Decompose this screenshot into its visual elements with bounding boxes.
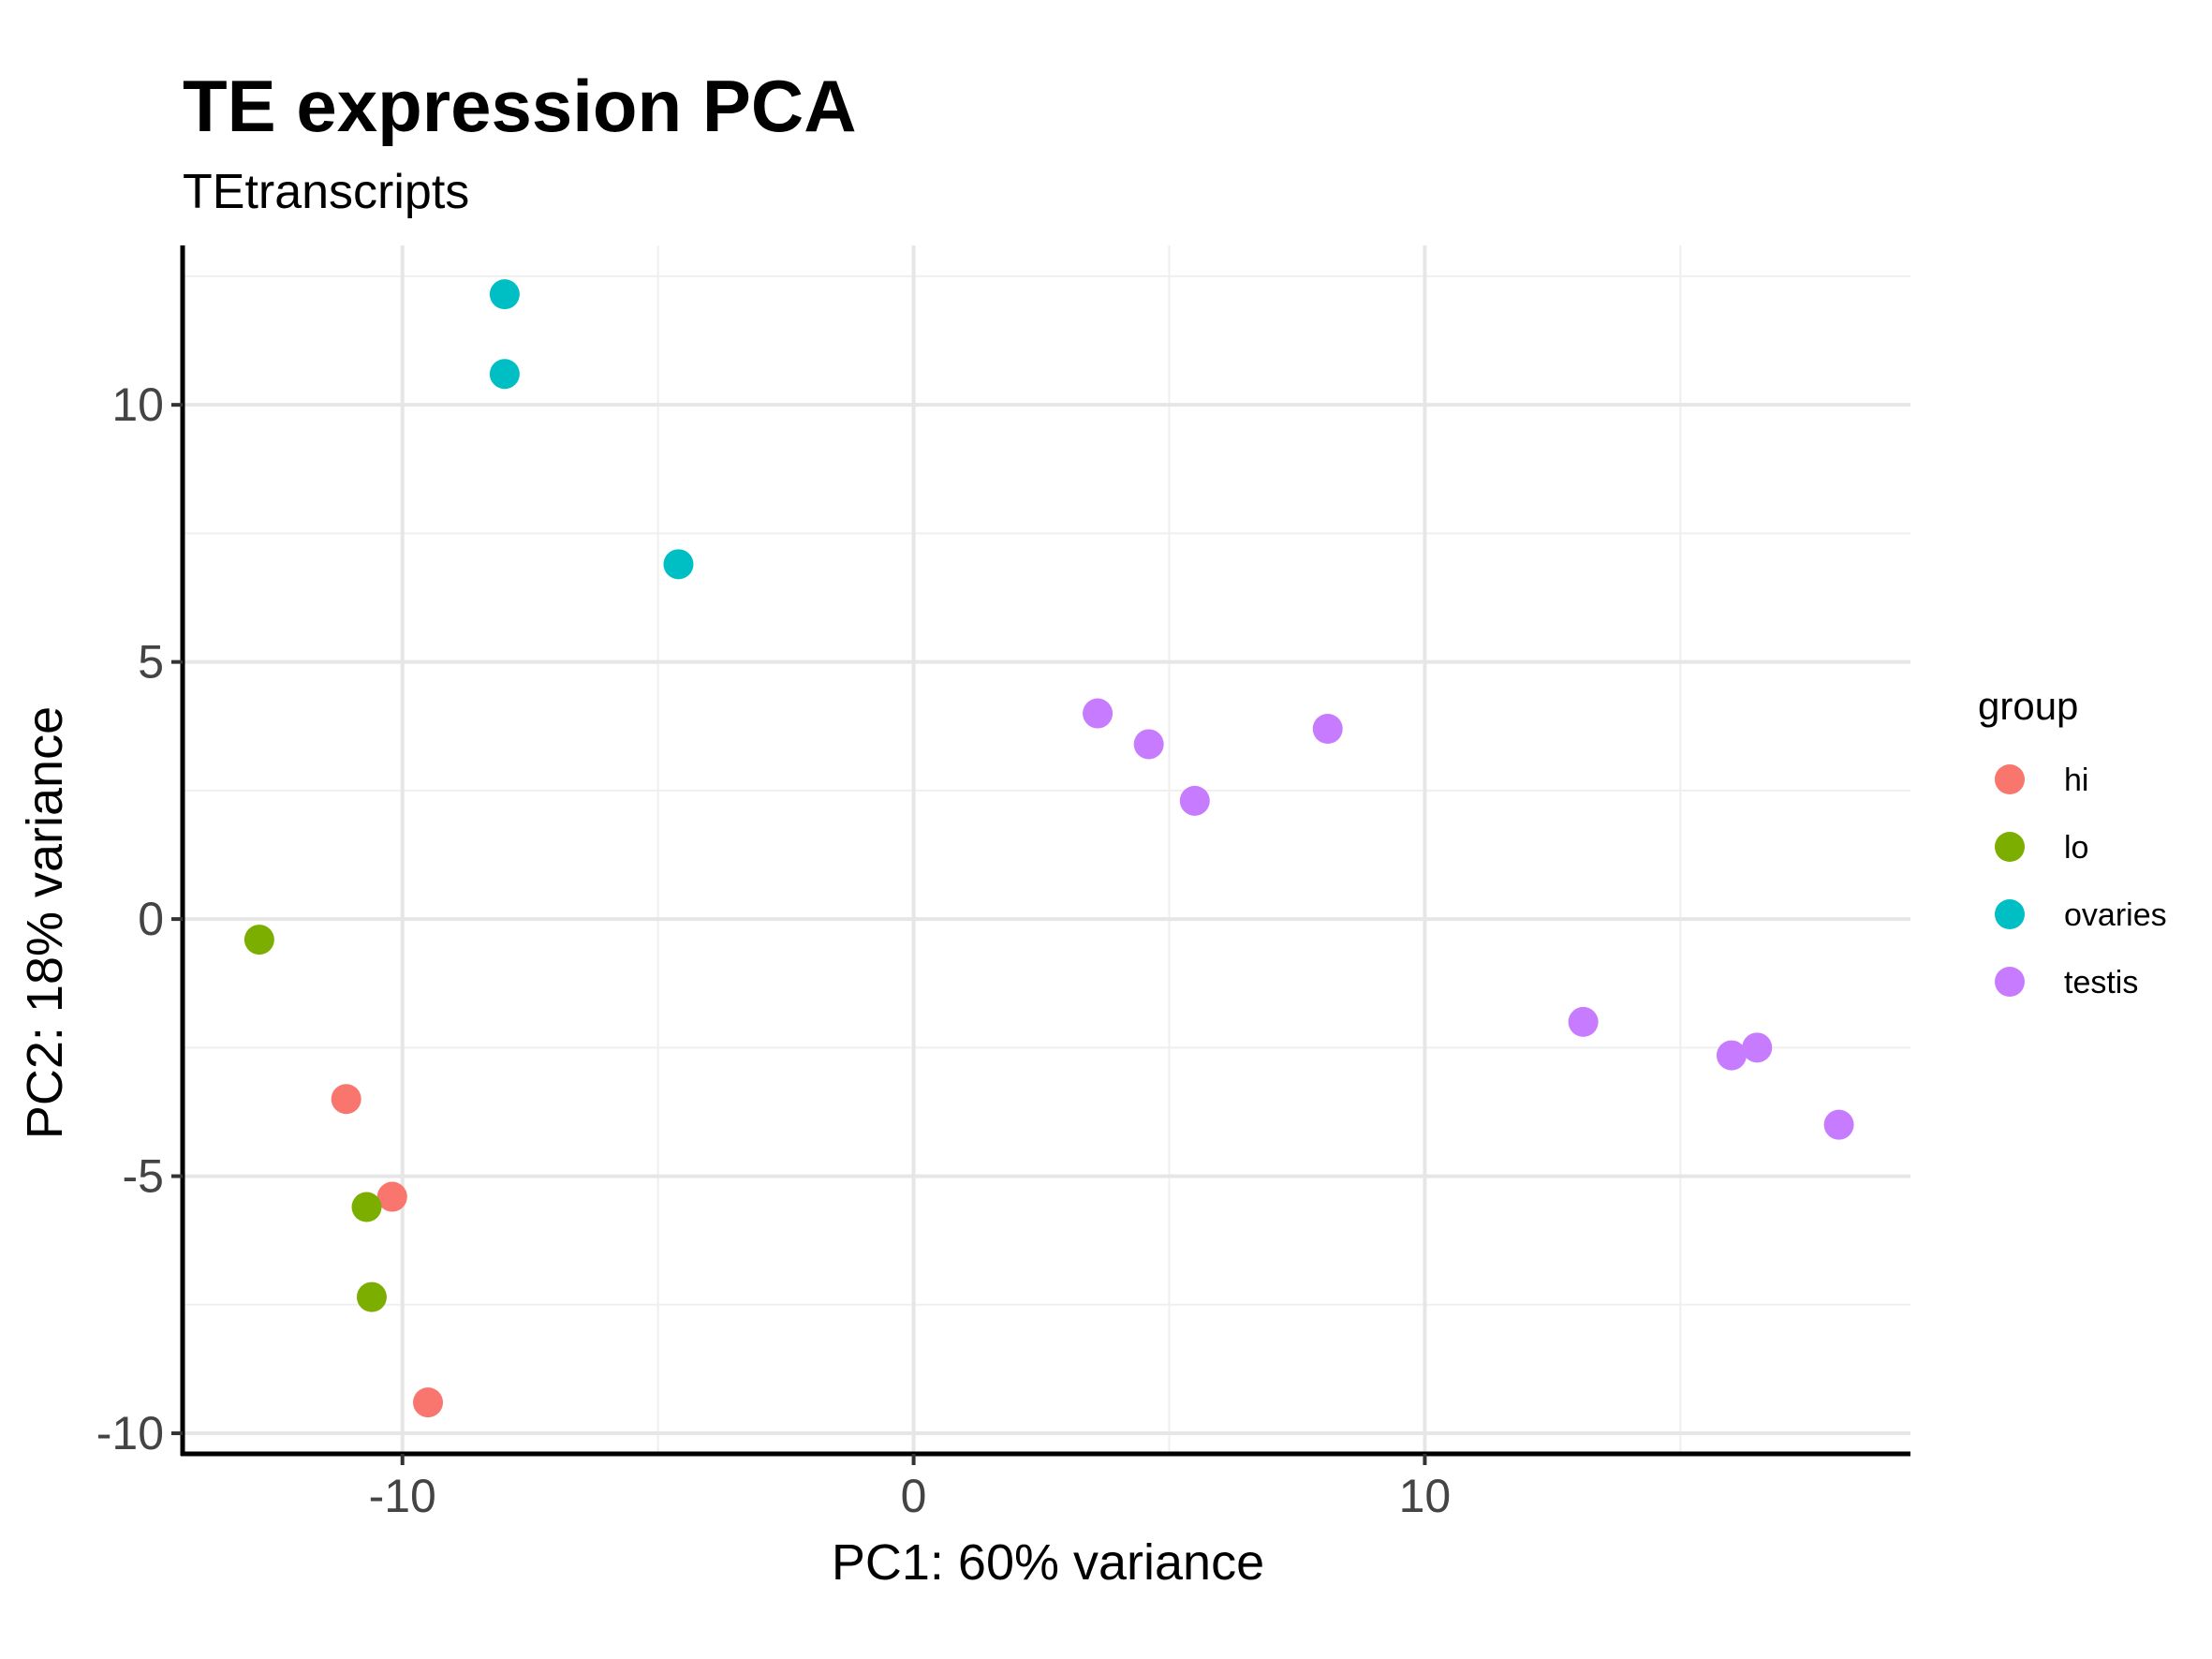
legend-key-ovaries [1995,899,2025,929]
legend-key-testis [1995,967,2025,997]
data-point-testis [1568,1006,1599,1037]
chart-title: TE expression PCA [183,65,857,147]
data-points [243,279,1854,1418]
legend-label-hi: hi [2064,763,2088,798]
grid [183,245,1910,1454]
data-point-testis [1179,785,1210,816]
data-point-ovaries [489,359,520,390]
data-point-testis [1133,729,1164,760]
data-point-testis [1312,714,1343,744]
legend: group hi lo ovaries testis [1978,684,2167,1000]
x-axis-label: PC1: 60% variance [832,1534,1264,1591]
y-tick-label: -10 [96,1407,164,1459]
y-tick-label: 0 [138,893,164,945]
data-point-ovaries [489,279,520,310]
legend-label-lo: lo [2064,830,2088,866]
legend-key-lo [1995,832,2025,862]
y-axis-label: PC2: 18% variance [17,706,73,1139]
tick-labels: -10 0 10 -10 -5 0 5 10 [96,378,1452,1522]
x-tick-label: -10 [369,1470,436,1522]
legend-label-testis: testis [2064,965,2138,1000]
legend-key-hi [1995,764,2025,794]
y-tick-label: 5 [138,636,164,689]
data-point-hi [413,1387,444,1418]
legend-label-ovaries: ovaries [2064,897,2167,933]
data-point-testis [1823,1109,1854,1140]
data-point-hi [331,1084,361,1115]
chart-subtitle: TEtranscripts [183,165,469,219]
y-tick-label: -5 [123,1150,164,1203]
data-point-lo [356,1281,387,1312]
data-point-lo [351,1192,382,1222]
y-tick-label: 10 [111,378,164,431]
x-tick-label: 0 [901,1470,927,1522]
data-point-lo [243,925,274,955]
axes [180,245,1910,1457]
data-point-testis [1716,1040,1747,1071]
x-tick-label: 10 [1399,1470,1452,1522]
legend-title: group [1978,684,2078,728]
data-point-hi [376,1181,407,1212]
data-point-ovaries [663,549,694,580]
data-point-testis [1083,698,1113,729]
data-point-testis [1742,1032,1773,1063]
